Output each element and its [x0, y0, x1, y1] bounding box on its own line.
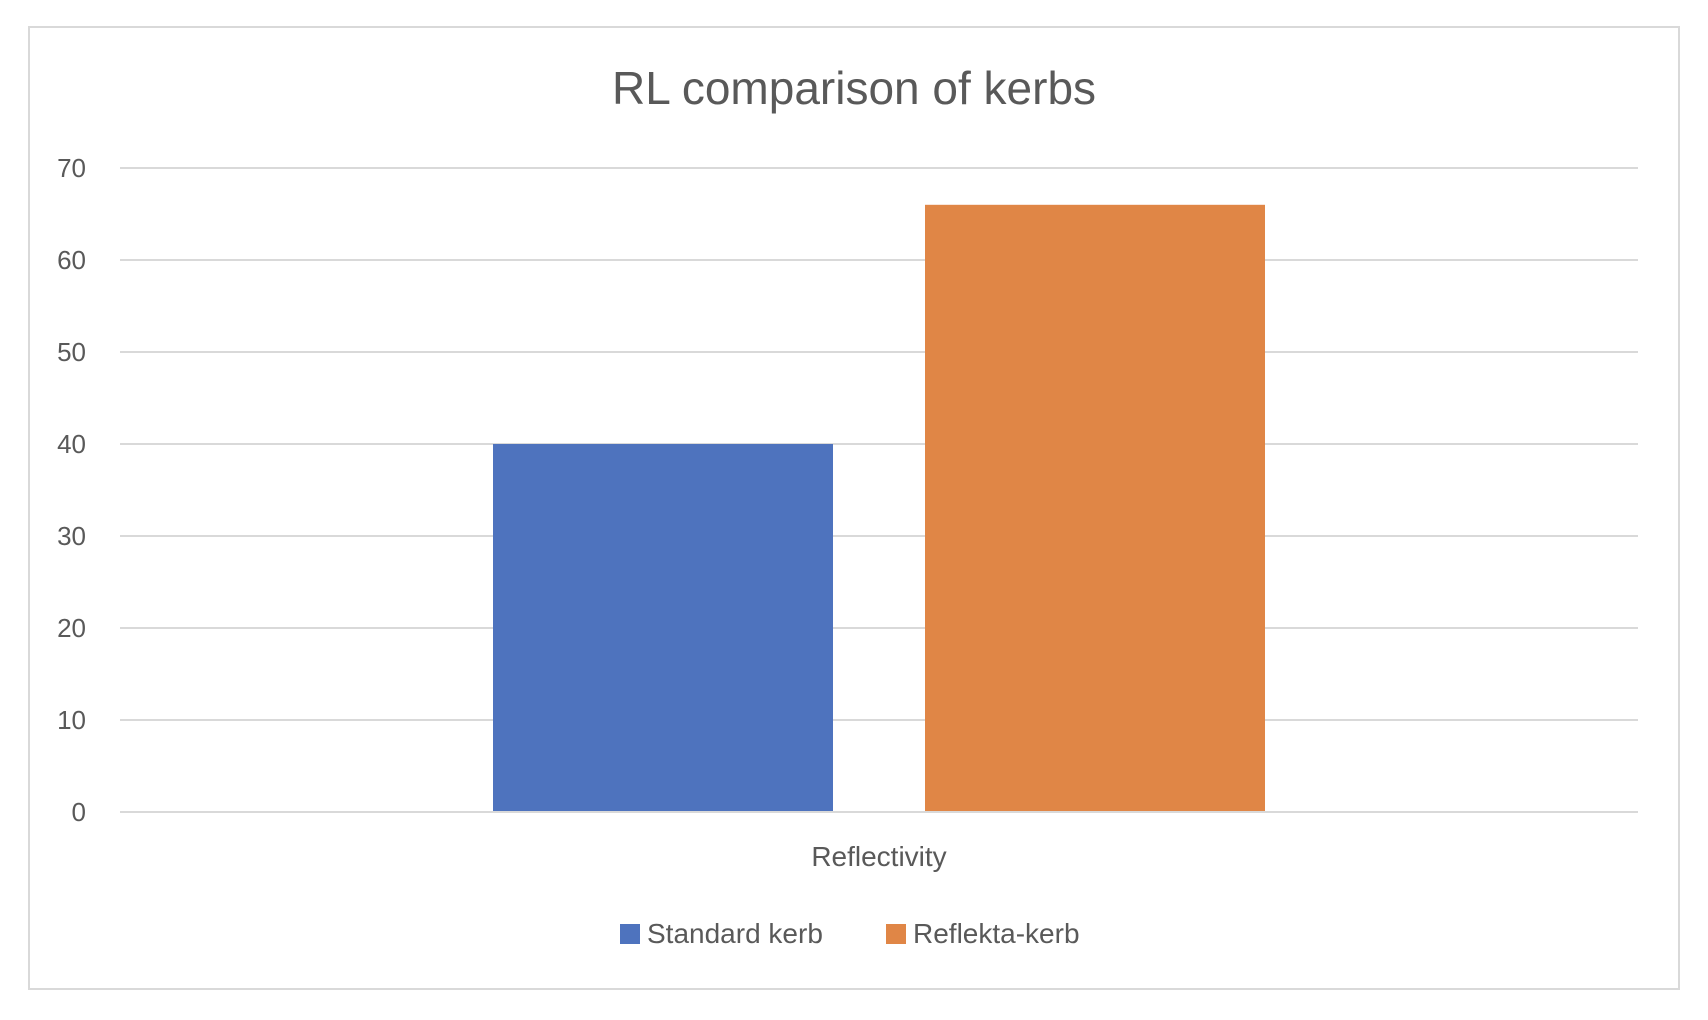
legend: Standard kerb Reflekta-kerb — [620, 918, 1080, 949]
y-tick-label: 40 — [57, 429, 86, 459]
y-tick-label: 20 — [57, 613, 86, 643]
legend-label-standard-kerb: Standard kerb — [647, 918, 823, 949]
y-tick-label: 50 — [57, 337, 86, 367]
x-category-label: Reflectivity — [811, 841, 946, 872]
chart-title: RL comparison of kerbs — [612, 62, 1096, 114]
bars — [493, 204, 1265, 813]
chart-frame — [28, 26, 1680, 990]
legend-swatch-standard-kerb — [620, 924, 640, 944]
y-axis-ticks: 0 10 20 30 40 50 60 70 — [57, 153, 86, 827]
y-tick-label: 60 — [57, 245, 86, 275]
y-tick-label: 10 — [57, 705, 86, 735]
legend-swatch-reflekta-kerb — [886, 924, 906, 944]
bar-standard-kerb — [493, 444, 833, 812]
y-tick-label: 0 — [72, 797, 86, 827]
y-tick-label: 70 — [57, 153, 86, 183]
category-labels: Reflectivity — [811, 841, 946, 872]
y-tick-label: 30 — [57, 521, 86, 551]
legend-label-reflekta-kerb: Reflekta-kerb — [913, 918, 1080, 949]
bar-reflekta-kerb — [925, 204, 1265, 813]
gridlines — [120, 167, 1638, 721]
